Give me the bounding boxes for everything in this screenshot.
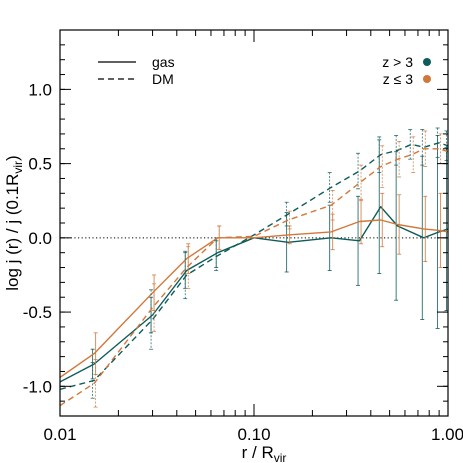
legend-label-dm: DM <box>152 71 174 87</box>
series-line-dm-z-le-3 <box>60 148 448 407</box>
x-tick-label: 0.01 <box>43 425 76 444</box>
legend-label-redshift: z > 3 <box>382 54 413 70</box>
y-tick-label: -0.5 <box>23 303 52 322</box>
plot-area <box>60 127 448 408</box>
series-line-gas-z-le-3 <box>60 219 448 378</box>
y-tick-label: -1.0 <box>23 377 52 396</box>
data-layer <box>60 127 448 408</box>
x-axis-label: r / Rvir <box>242 443 287 463</box>
legend-dot-redshift <box>423 58 431 66</box>
legend-dot-redshift <box>423 75 431 83</box>
axes-layer: 0.01 0.10 1.00 -1.0 -0.5 0.0 0.5 1.0 r / Rvir log… <box>3 29 463 463</box>
x-tick-label: 1.00 <box>431 425 463 444</box>
y-tick-label: 0.5 <box>28 155 52 174</box>
y-axis-label: log j (r) / j (0.1Rvir) <box>3 155 25 290</box>
legend-label-redshift: z ≤ 3 <box>383 71 413 87</box>
series-line-gas-z-gt-3 <box>60 205 448 383</box>
y-tick-label: 0.0 <box>28 229 52 248</box>
y-tick-label: 1.0 <box>28 80 52 99</box>
x-tick-label: 0.10 <box>237 425 270 444</box>
legend-label-gas: gas <box>152 54 175 70</box>
series-line-dm-z-gt-3 <box>60 142 448 390</box>
